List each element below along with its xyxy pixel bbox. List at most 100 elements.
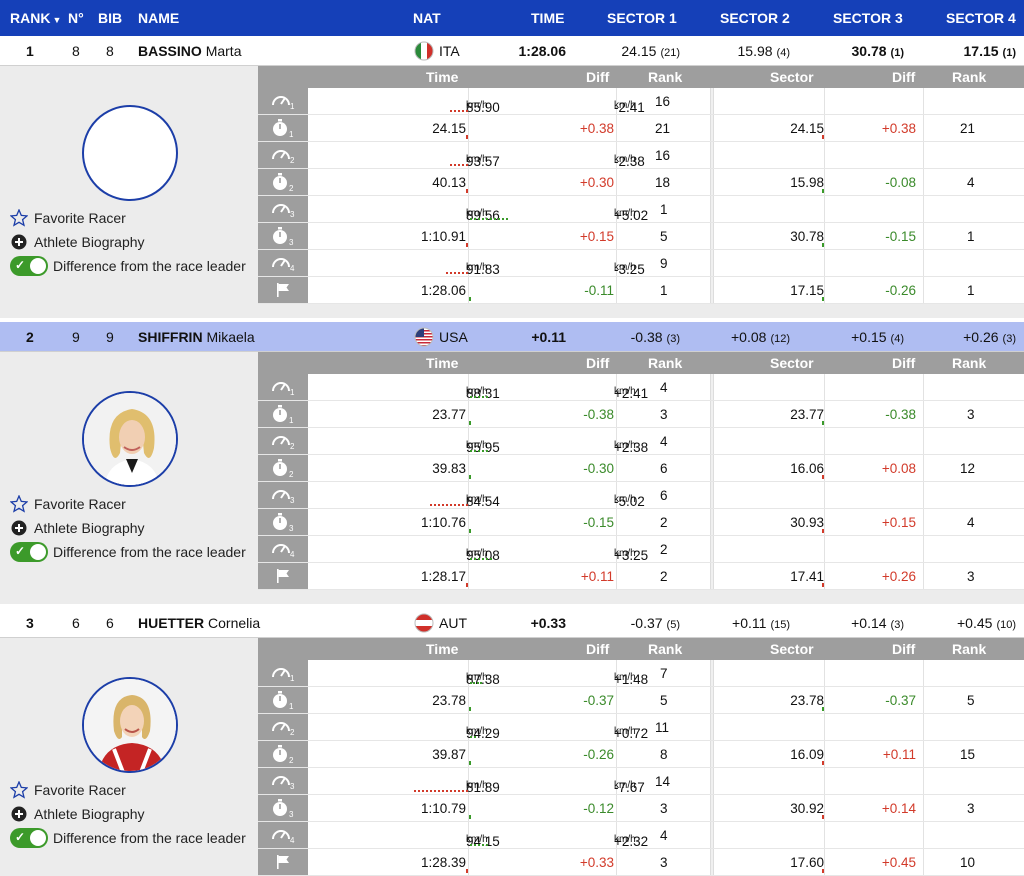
sector-time: 17.41 [790, 569, 824, 584]
th-sector-rank: Rank [952, 69, 987, 85]
racer-list: 1 8 8 BASSINO Marta ITA 1:28.06 24.15 (21) 15.98… [0, 36, 1024, 876]
col-nat[interactable]: NAT [413, 10, 441, 26]
speed-unit: km/h [614, 208, 636, 219]
toggle-switch[interactable]: ✓ [10, 828, 48, 848]
col-sector-2[interactable]: SECTOR 2 [720, 10, 790, 26]
plus-circle-icon[interactable] [10, 519, 28, 537]
split-rank: 2 [660, 515, 668, 530]
speed-unit: km/h [466, 672, 488, 683]
athlete-biography-link[interactable]: Athlete Biography [10, 805, 145, 823]
sector-3-result: 30.78 (1) [852, 43, 905, 59]
timer-2-icon: 2 [258, 169, 308, 195]
avatar [82, 391, 178, 487]
star-icon[interactable] [10, 209, 28, 227]
racer-detail: Favorite Racer Athlete Biography ✓ Differen… [0, 352, 1024, 608]
col-num[interactable]: N° [68, 10, 84, 26]
speed-3-icon: 3 [258, 196, 308, 222]
toggle-switch[interactable]: ✓ [10, 542, 48, 562]
col-sector-3[interactable]: SECTOR 3 [833, 10, 903, 26]
sector-rank-value: 3 [967, 569, 975, 584]
time-delta-marker [469, 707, 471, 711]
th-time: Time [426, 355, 459, 371]
th-rank: Rank [648, 355, 683, 371]
sector-rank: (5) [666, 618, 680, 631]
split-time-diff: -0.15 [583, 515, 614, 530]
toggle-switch[interactable]: ✓ [10, 256, 48, 276]
split-table: Time Diff Rank Sector Diff Rank 1 km/h 87.38 km/h… [258, 638, 1024, 876]
split-row: 3 km/h 81.89 km/h -7.67 14 [258, 768, 1024, 795]
athlete-biography-label: Athlete Biography [34, 234, 145, 250]
favorite-racer-link[interactable]: Favorite Racer [10, 209, 126, 227]
racer-lastname: HUETTER [138, 614, 205, 631]
racer-time: 1:28.06 [518, 42, 566, 59]
col-sector-1[interactable]: SECTOR 1 [607, 10, 677, 26]
plus-circle-icon[interactable] [10, 233, 28, 251]
racer-name[interactable]: BASSINO Marta [138, 43, 241, 59]
col-bib[interactable]: BIB [98, 10, 123, 26]
split-row: 2 km/h 95.95 km/h +2.38 4 [258, 428, 1024, 455]
timer-2-icon: 2 [258, 741, 308, 767]
athlete-biography-link[interactable]: Athlete Biography [10, 519, 145, 537]
speed-unit: km/h [614, 834, 636, 845]
sector-delta-marker [822, 761, 824, 765]
athlete-biography-link[interactable]: Athlete Biography [10, 233, 145, 251]
plus-circle-icon[interactable] [10, 805, 28, 823]
th-rank: Rank [648, 69, 683, 85]
speed-4-icon: 4 [258, 536, 308, 562]
racer-row[interactable]: 1 8 8 BASSINO Marta ITA 1:28.06 24.15 (21) 15.98… [0, 36, 1024, 66]
sector-diff: -0.08 [885, 175, 916, 190]
sector-rank-value: 15 [960, 747, 976, 762]
split-time-diff: +0.30 [579, 175, 614, 190]
sector-delta-marker [822, 135, 824, 139]
sector-diff: -0.15 [885, 229, 916, 244]
racer-detail: Favorite Racer Athlete Biography ✓ Differen… [0, 66, 1024, 322]
split-rank: 16 [655, 148, 671, 163]
col-name[interactable]: NAME [138, 10, 180, 26]
racer-number: 8 [72, 42, 80, 59]
split-time: 1:10.91 [420, 229, 466, 244]
racer-name[interactable]: HUETTER Cornelia [138, 615, 260, 631]
leader-difference-label: Difference from the race leader [53, 830, 246, 846]
racer-row[interactable]: 2 9 9 SHIFFRIN Mikaela USA +0.11 -0.38 (3) +0.08… [0, 322, 1024, 352]
speed-1-icon: 1 [258, 374, 308, 400]
racer-row[interactable]: 3 6 6 HUETTER Cornelia AUT +0.33 -0.37 (5) +0.11… [0, 608, 1024, 638]
time-delta-marker [466, 583, 468, 587]
speed-2-icon: 2 [258, 428, 308, 454]
split-time: 1:28.39 [420, 855, 466, 870]
sector-rank-value: 4 [967, 175, 975, 190]
sector-rank: (10) [996, 618, 1016, 631]
sector-delta-marker [822, 529, 824, 533]
time-delta-marker [466, 135, 468, 139]
favorite-racer-link[interactable]: Favorite Racer [10, 781, 126, 799]
th-sector-diff: Diff [892, 355, 916, 371]
col-time[interactable]: TIME [531, 10, 565, 26]
sector-value: 24.15 [621, 42, 657, 59]
split-time-diff: -0.37 [583, 693, 614, 708]
star-icon[interactable] [10, 495, 28, 513]
col-rank[interactable]: RANK ▼ [10, 10, 61, 26]
speed-unit: km/h [466, 440, 488, 451]
speed-unit: km/h [614, 548, 636, 559]
sector-time: 17.15 [790, 283, 824, 298]
split-table-header: Time Diff Rank Sector Diff Rank [258, 638, 1024, 660]
th-time: Time [426, 641, 459, 657]
sort-down-icon[interactable]: ▼ [52, 15, 62, 25]
col-sector-4[interactable]: SECTOR 4 [946, 10, 1016, 26]
time-delta-marker [469, 297, 471, 301]
split-rank: 4 [660, 380, 668, 395]
sector-value: 30.78 [851, 42, 887, 59]
sector-delta-marker [822, 421, 824, 425]
leader-difference-toggle[interactable]: ✓ Difference from the race leader [10, 542, 246, 562]
split-row: 3 km/h 89.56 km/h +5.02 1 [258, 196, 1024, 223]
time-delta-marker [469, 529, 471, 533]
split-table-header: Time Diff Rank Sector Diff Rank [258, 66, 1024, 88]
leader-difference-toggle[interactable]: ✓ Difference from the race leader [10, 828, 246, 848]
speed-3-icon: 3 [258, 482, 308, 508]
star-icon[interactable] [10, 781, 28, 799]
sector-2-result: +0.08 (12) [731, 329, 790, 345]
favorite-racer-link[interactable]: Favorite Racer [10, 495, 126, 513]
sector-3-result: +0.14 (3) [851, 615, 904, 631]
racer-name[interactable]: SHIFFRIN Mikaela [138, 329, 255, 345]
split-time-diff: -0.30 [583, 461, 614, 476]
leader-difference-toggle[interactable]: ✓ Difference from the race leader [10, 256, 246, 276]
